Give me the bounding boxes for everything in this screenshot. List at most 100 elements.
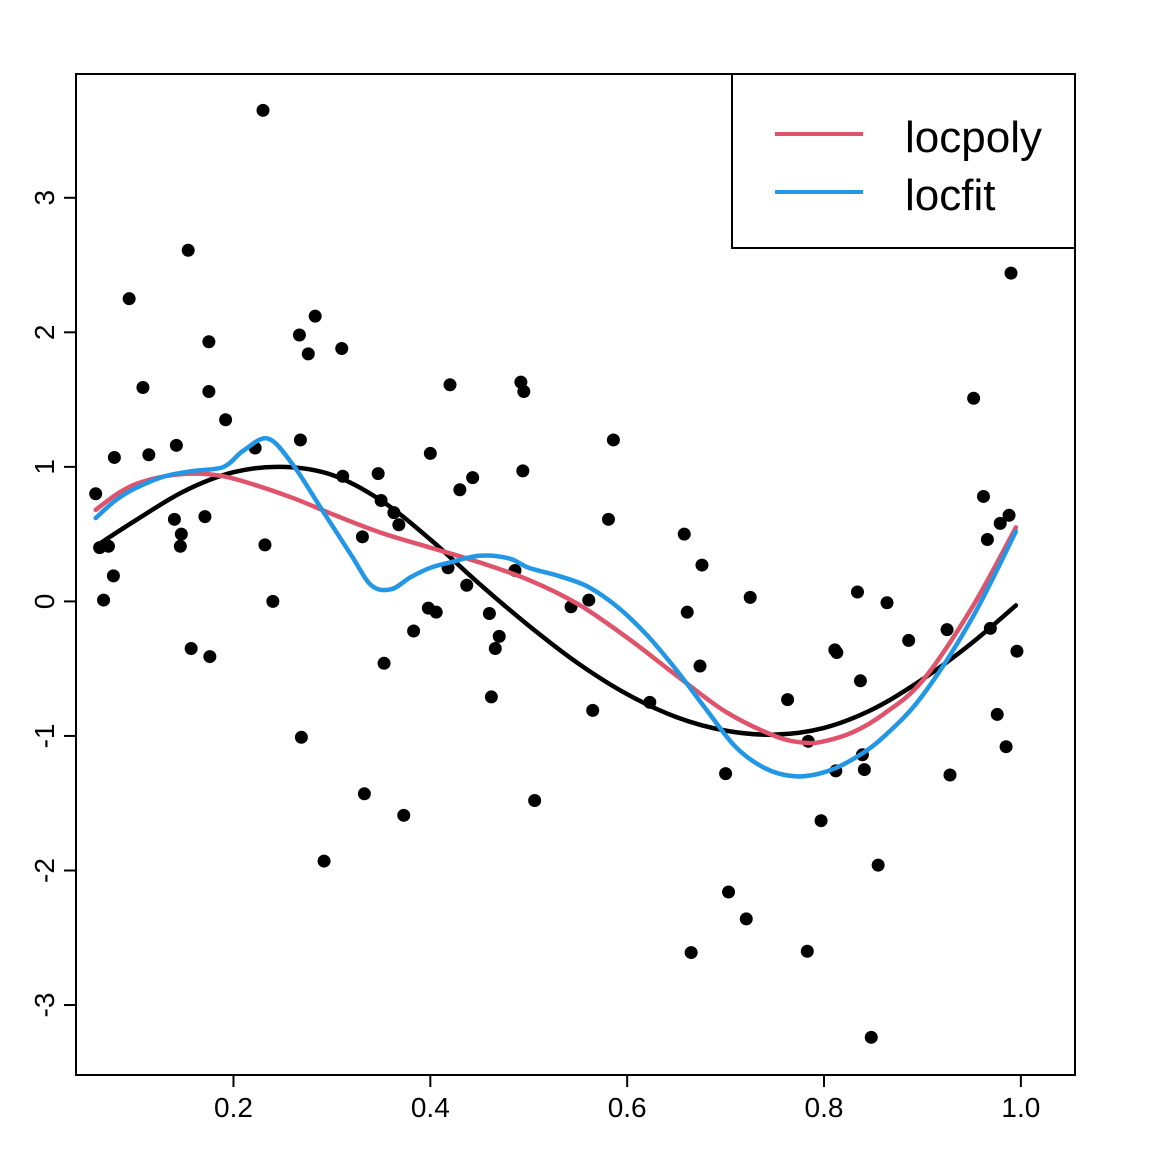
- data-point: [1004, 266, 1018, 280]
- x-axis: 0.2 0.4 0.6 0.8 1.0: [214, 1074, 1040, 1123]
- x-tick-label: 0.4: [411, 1092, 450, 1123]
- y-tick-label: 3: [29, 190, 60, 206]
- data-point: [355, 530, 369, 544]
- data-point: [466, 471, 480, 485]
- data-point: [122, 292, 136, 306]
- data-point: [601, 512, 615, 526]
- y-tick-label: -3: [29, 993, 60, 1018]
- data-point: [266, 594, 280, 608]
- data-point: [680, 605, 694, 619]
- data-point: [990, 707, 1004, 721]
- data-point: [203, 650, 217, 664]
- legend: locpoly locfit: [731, 73, 1076, 249]
- y-tick-label: 1: [29, 459, 60, 475]
- data-point: [943, 768, 957, 782]
- data-point: [397, 808, 411, 822]
- data-point: [693, 659, 707, 673]
- data-point: [357, 787, 371, 801]
- data-point: [993, 516, 1007, 530]
- data-point: [107, 450, 121, 464]
- legend-label-locfit: locfit: [905, 171, 995, 220]
- data-point: [528, 794, 542, 808]
- data-point: [429, 605, 443, 619]
- data-point: [781, 693, 795, 707]
- data-point: [739, 912, 753, 926]
- data-point: [293, 433, 307, 447]
- data-point: [89, 487, 103, 501]
- x-tick-label: 0.6: [608, 1092, 647, 1123]
- data-point: [482, 607, 496, 621]
- data-point: [423, 446, 437, 460]
- data-point: [582, 593, 596, 607]
- data-point: [864, 1030, 878, 1044]
- data-point: [453, 483, 467, 497]
- data-point: [460, 578, 474, 592]
- x-tick-label: 1.0: [1001, 1092, 1040, 1123]
- data-point: [850, 585, 864, 599]
- data-point: [371, 467, 385, 481]
- data-point: [106, 569, 120, 583]
- data-point: [488, 641, 502, 655]
- data-point: [606, 433, 620, 447]
- series-lines: [93, 436, 1019, 779]
- data-point: [294, 730, 308, 744]
- data-point: [1002, 508, 1016, 522]
- data-point: [695, 558, 709, 572]
- data-point: [292, 328, 306, 342]
- data-point: [219, 413, 233, 427]
- data-point: [258, 538, 272, 552]
- data-point: [181, 243, 195, 257]
- data-point: [167, 512, 181, 526]
- data-point: [1010, 644, 1024, 658]
- data-point: [484, 690, 498, 704]
- data-point: [256, 103, 270, 117]
- data-point: [980, 533, 994, 547]
- data-point: [880, 596, 894, 610]
- data-point: [97, 593, 111, 607]
- data-point: [142, 448, 156, 462]
- data-point: [586, 703, 600, 717]
- data-point: [853, 674, 867, 688]
- y-tick-label: -2: [29, 858, 60, 883]
- data-point: [335, 341, 349, 355]
- legend-label-locpoly: locpoly: [905, 113, 1042, 162]
- x-tick-label: 0.2: [214, 1092, 253, 1123]
- data-point: [722, 885, 736, 899]
- data-point: [743, 590, 757, 604]
- data-point: [871, 858, 885, 872]
- data-point: [814, 814, 828, 828]
- data-point: [169, 438, 183, 452]
- data-point: [857, 763, 871, 777]
- series-line-locpoly: [93, 471, 1019, 746]
- data-point: [301, 347, 315, 361]
- y-tick-label: -1: [29, 723, 60, 748]
- data-point: [677, 527, 691, 541]
- data-point: [516, 464, 530, 478]
- data-point: [407, 624, 421, 638]
- data-point: [173, 539, 187, 553]
- data-point: [517, 385, 531, 399]
- data-point: [443, 378, 457, 392]
- scatter-points: [89, 103, 1024, 1044]
- data-point: [308, 309, 322, 323]
- data-point: [999, 740, 1013, 754]
- data-point: [800, 944, 814, 958]
- data-point: [830, 646, 844, 660]
- data-point: [174, 527, 188, 541]
- data-point: [902, 633, 916, 647]
- data-point: [719, 767, 733, 781]
- series-line-true-curve: [93, 464, 1019, 737]
- data-point: [976, 489, 990, 503]
- data-point: [317, 854, 331, 868]
- data-point: [136, 380, 150, 394]
- data-point: [101, 539, 115, 553]
- x-tick-label: 0.8: [805, 1092, 844, 1123]
- data-point: [202, 335, 216, 349]
- data-point: [202, 385, 216, 399]
- data-point: [967, 391, 981, 405]
- data-point: [184, 641, 198, 655]
- y-tick-label: 2: [29, 325, 60, 341]
- y-tick-label: 0: [29, 594, 60, 610]
- data-point: [492, 629, 506, 643]
- legend-box: [731, 73, 1076, 249]
